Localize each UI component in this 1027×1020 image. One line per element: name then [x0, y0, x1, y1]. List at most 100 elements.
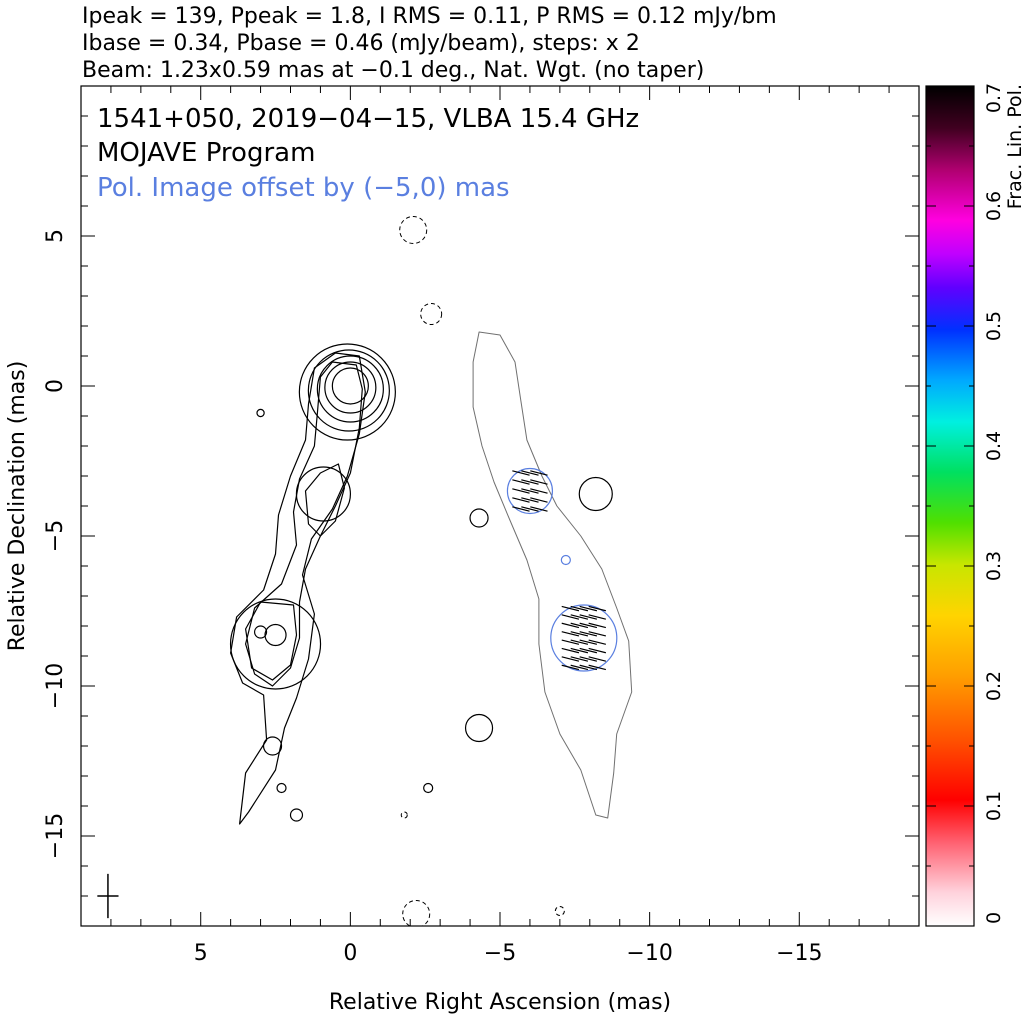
colorbar — [925, 85, 975, 927]
evpa-tick — [530, 488, 548, 494]
colorbar-tick-label: 0.2 — [983, 671, 1005, 701]
intensity-contour-13 — [276, 782, 287, 794]
evpa-tick — [579, 656, 598, 662]
evpa-tick — [570, 664, 589, 671]
evpa-tick — [570, 605, 589, 612]
evpa-tick — [561, 614, 580, 620]
evpa-tick — [521, 470, 539, 476]
intensity-contour-11 — [464, 713, 494, 743]
y-tick-label: 0 — [43, 379, 68, 393]
evpa-tick — [579, 622, 598, 629]
evpa-tick — [579, 605, 598, 612]
intensity-contour-outer-2 — [304, 463, 345, 537]
axis-ticks: 5 0 −5 −10 −15 5 0 −5 −10 −15 — [43, 85, 920, 966]
intensity-contour-3 — [307, 349, 390, 432]
intensity-contour-1 — [324, 361, 377, 414]
chart-title-line-2: MOJAVE Program — [97, 138, 315, 168]
intensity-contour-outer-1 — [245, 361, 363, 687]
evpa-tick — [561, 605, 580, 612]
pol-image-contour — [472, 331, 633, 819]
x-tick-label: −10 — [626, 941, 672, 966]
evpa-tick — [512, 479, 530, 485]
colorbar-label: Frac. Lin. Pol. — [1004, 84, 1026, 209]
header-line-1: Ipeak = 139, Ppeak = 1.8, I RMS = 0.11, … — [82, 4, 777, 29]
intensity-contour-15 — [423, 782, 434, 794]
evpa-tick — [570, 656, 589, 662]
header-line-2: Ibase = 0.34, Pbase = 0.46 (mJy/beam), s… — [82, 31, 640, 56]
evpa-tick — [588, 631, 607, 637]
evpa-tick — [570, 614, 589, 620]
colorbar-tick-label: 0.7 — [983, 83, 1005, 113]
evpa-tick — [588, 605, 607, 612]
evpa-tick — [512, 497, 530, 503]
evpa-tick — [579, 639, 598, 645]
colorbar-ticks: 0 0.1 0.2 0.3 0.4 0.5 0.6 0.7 — [926, 83, 1005, 927]
intensity-contour-16 — [256, 408, 265, 418]
evpa-tick — [579, 647, 598, 654]
plot-content — [97, 216, 633, 926]
evpa-tick — [561, 647, 580, 654]
evpa-tick — [570, 647, 589, 654]
y-tick-label: −5 — [43, 520, 68, 552]
colorbar-tick-label: 0.5 — [983, 311, 1005, 341]
intensity-contour-12 — [262, 736, 283, 756]
x-tick-label: 5 — [194, 941, 208, 966]
evpa-tick — [561, 664, 580, 671]
intensity-contour-9 — [578, 476, 613, 512]
header-line-3: Beam: 1.23x0.59 mas at −0.1 deg., Nat. W… — [82, 58, 704, 83]
intensity-contour-5 — [295, 466, 352, 522]
intensity-contour-4 — [298, 343, 396, 441]
intensity-contour-14 — [289, 808, 304, 822]
negative-contour-3 — [554, 906, 565, 916]
evpa-tick — [588, 656, 607, 662]
evpa-tick — [530, 506, 548, 512]
evpa-tick — [512, 488, 530, 494]
intensity-contour-2 — [316, 355, 384, 423]
y-axis-label: Relative Declination (mas) — [5, 361, 30, 652]
intensity-contour-6 — [264, 623, 287, 647]
colorbar-tick-label: 0.6 — [983, 191, 1005, 221]
evpa-tick — [521, 479, 539, 485]
negative-contour-1 — [420, 303, 443, 325]
pol-intensity-contour-1 — [550, 604, 618, 672]
x-tick-label: 0 — [343, 941, 357, 966]
negative-contour-2 — [402, 900, 431, 926]
evpa-tick — [530, 497, 548, 503]
evpa-tick — [521, 506, 539, 512]
y-tick-label: −10 — [43, 663, 68, 709]
intensity-contour-outer-0 — [230, 352, 366, 825]
plot-frame — [80, 85, 920, 927]
evpa-tick — [588, 622, 607, 629]
y-tick-label: −15 — [43, 813, 68, 859]
evpa-tick — [570, 639, 589, 645]
colorbar-tick-label: 0.1 — [983, 791, 1005, 821]
evpa-tick — [561, 622, 580, 629]
intensity-contour-8 — [229, 598, 322, 690]
evpa-tick — [561, 656, 580, 662]
chart-title-line-3: Pol. Image offset by (−5,0) mas — [97, 173, 510, 203]
evpa-tick — [579, 614, 598, 620]
negative-contour-0 — [399, 216, 428, 244]
evpa-tick — [561, 639, 580, 645]
evpa-tick — [512, 506, 530, 512]
intensity-contour-0 — [331, 367, 369, 405]
colorbar-tick-label: 0 — [983, 912, 1005, 924]
x-tick-label: −5 — [484, 941, 516, 966]
evpa-tick — [579, 664, 598, 671]
pol-intensity-contour-2 — [560, 554, 571, 566]
evpa-tick — [561, 631, 580, 637]
evpa-tick — [530, 470, 548, 476]
evpa-tick — [512, 470, 530, 476]
colorbar-tick-label: 0.3 — [983, 551, 1005, 581]
intensity-contour-outer-3 — [245, 601, 298, 681]
evpa-tick — [530, 479, 548, 485]
evpa-tick — [588, 664, 607, 671]
evpa-tick — [588, 647, 607, 654]
intensity-contour-10 — [469, 508, 489, 528]
evpa-tick — [588, 639, 607, 645]
x-tick-label: −15 — [776, 941, 822, 966]
pol-intensity-contour-0 — [506, 467, 554, 515]
chart-title-line-1: 1541+050, 2019−04−15, VLBA 15.4 GHz — [97, 104, 639, 134]
evpa-tick — [579, 631, 598, 637]
